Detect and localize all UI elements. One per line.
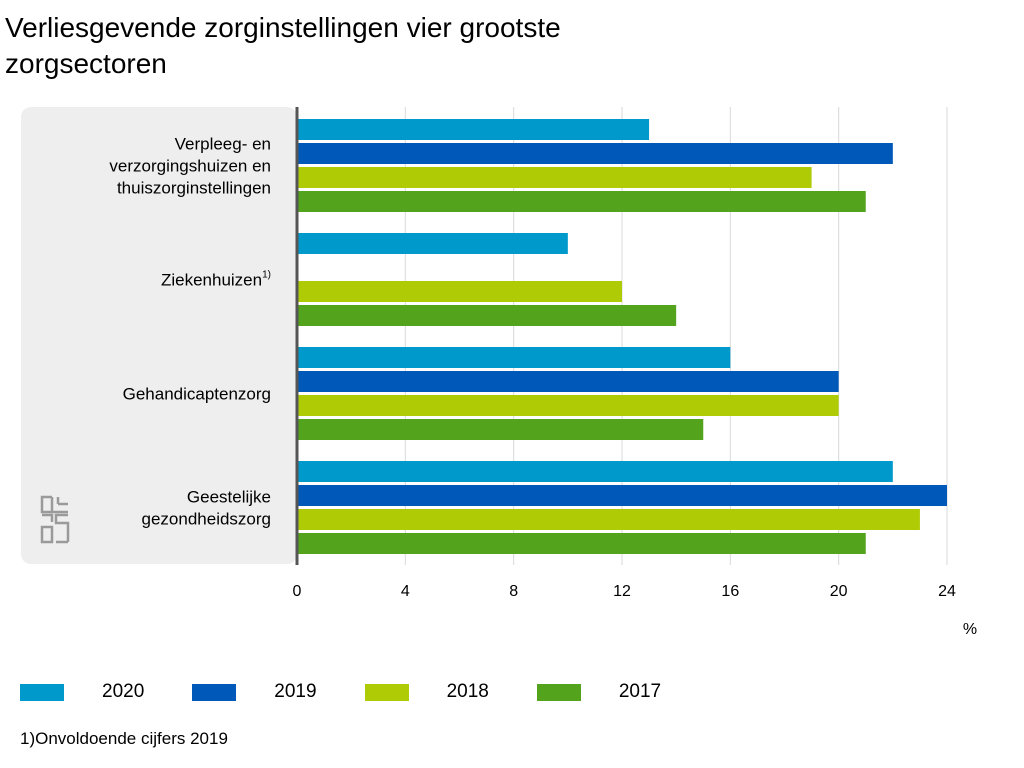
legend-item: 2020 — [20, 681, 144, 703]
x-tick-label: 0 — [293, 583, 302, 600]
legend-swatch — [364, 683, 409, 701]
category-label: Geestelijke — [187, 488, 271, 507]
legend-item: 2018 — [364, 681, 489, 703]
category-panel — [21, 107, 297, 564]
bar-2017 — [297, 419, 704, 440]
x-tick-label: 24 — [938, 583, 956, 600]
bar-2018 — [297, 509, 920, 530]
bars — [297, 119, 947, 554]
legend-label: 2019 — [274, 681, 317, 702]
bar-2019 — [297, 371, 839, 392]
category-label: Verpleeg- en — [175, 135, 271, 154]
bar-2019 — [297, 485, 947, 506]
legend-label: 2018 — [446, 681, 489, 702]
category-label: Ziekenhuizen1) — [161, 270, 271, 290]
bar-2020 — [297, 119, 650, 140]
bar-2018 — [297, 395, 839, 416]
bar-2017 — [297, 191, 866, 212]
legend: 2020 2019 2018 2017 — [20, 678, 662, 706]
bar-2017 — [297, 533, 866, 554]
bar-2020 — [297, 461, 893, 482]
x-axis-unit: % — [963, 621, 977, 638]
footnote-marker: 1) — [262, 270, 271, 281]
bar-2020 — [297, 347, 731, 368]
cbs-logo-icon — [40, 495, 70, 544]
x-tick-label: 4 — [401, 583, 410, 600]
legend-swatch — [20, 683, 64, 701]
category-labels: Verpleeg- en verzorgingshuizen en thuiszor… — [109, 135, 271, 529]
chart-title: Verliesgevende zorginstellingen vier gro… — [5, 12, 561, 79]
x-tick-label: 20 — [830, 583, 848, 600]
category-label: thuiszorginstellingen — [117, 179, 271, 198]
bar-2020 — [297, 233, 568, 254]
bar-2018 — [297, 167, 812, 188]
category-label: gezondheidszorg — [142, 510, 271, 529]
legend-label: 2017 — [618, 681, 662, 702]
x-tick-label: 8 — [509, 583, 518, 600]
legend-swatch — [536, 683, 581, 701]
bar-2019 — [297, 143, 893, 164]
footnote: 1)Onvoldoende cijfers 2019 — [20, 729, 228, 748]
category-label: Gehandicaptenzorg — [123, 385, 271, 404]
legend-swatch — [192, 683, 237, 701]
bar-2017 — [297, 305, 677, 326]
category-label: verzorgingshuizen en — [109, 157, 271, 176]
x-tick-label: 16 — [721, 583, 739, 600]
legend-item: 2019 — [192, 681, 317, 703]
legend-label: 2020 — [102, 681, 145, 702]
x-tick-labels: 0 4 8 12 16 20 24 — [293, 583, 956, 600]
legend-item: 2017 — [536, 681, 662, 703]
bar-chart: Verpleeg- en verzorgingshuizen en thuiszor… — [21, 107, 977, 638]
x-tick-label: 12 — [613, 583, 631, 600]
bar-2018 — [297, 281, 622, 302]
